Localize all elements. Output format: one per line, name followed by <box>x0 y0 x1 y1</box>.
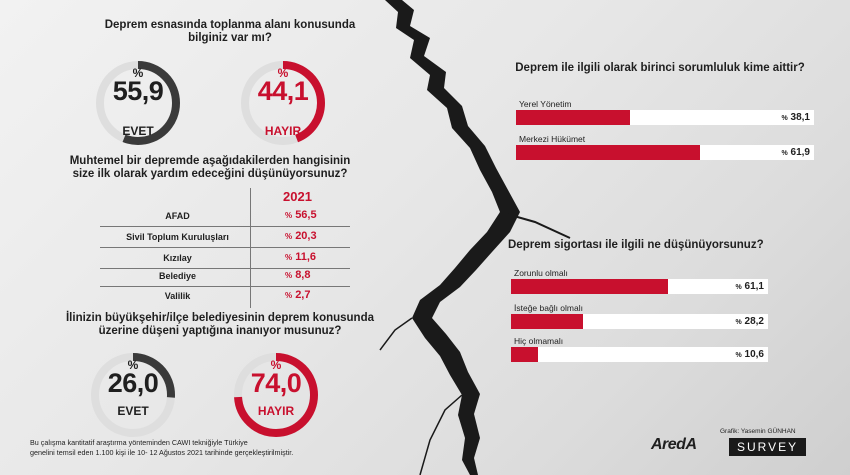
q5-bar-label: Zorunlu olmalı <box>514 268 568 278</box>
q1-hayir-arc <box>241 61 325 145</box>
q2-table-divider <box>250 188 251 308</box>
q3-evet-value: 26,0 <box>107 368 159 398</box>
q1-evet-value: 55,9 <box>112 76 164 106</box>
areda-survey-logo: AredA SURVEY <box>651 436 815 458</box>
q1-evet-arc <box>96 61 180 145</box>
q5-bar: % 10,6 <box>511 347 768 362</box>
footnote-line: genelini temsil eden 1.100 kişi ile 10- … <box>30 448 294 457</box>
q2-row-name: Valilik <box>164 291 191 301</box>
q2-row-value: % 2,7 <box>285 289 311 301</box>
table-row: Belediye % 8,8 <box>100 265 350 287</box>
q2-row-value: % 56,5 <box>285 209 317 221</box>
q5-bar-fill <box>511 279 669 294</box>
q1-hayir-unit: % <box>277 66 289 80</box>
q5-bar-value: % 10,6 <box>735 349 764 360</box>
q1-evet-label: EVET <box>122 124 154 138</box>
q5-bar-fill <box>511 314 584 329</box>
q5-bar-label: Hiç olmamalı <box>514 336 564 346</box>
q2-row-value: % 8,8 <box>285 269 311 281</box>
q3-hayir-value: 74,0 <box>250 368 302 398</box>
q4-bar-fill <box>516 145 701 160</box>
q3-evet-gauge: % 26,0 <box>86 348 180 442</box>
q5-bar-value: % 61,1 <box>735 281 764 292</box>
q5-bar-fill <box>511 347 539 362</box>
graphic-credit: Grafik: Yasemin GÜNHAN <box>720 428 796 435</box>
q1-evet-gauge: % 55,9 <box>91 56 185 150</box>
q3-evet-unit: % <box>127 358 139 372</box>
footnote-line: Bu çalışma kantitatif araştırma yöntemin… <box>30 438 248 447</box>
q2-title: Muhtemel bir depremde aşağıdakilerden ha… <box>69 155 351 180</box>
q3-hayir-gauge: % 74,0 <box>229 348 323 442</box>
q5-bar-label: İsteğe bağlı olmalı <box>514 303 583 313</box>
q1-hayir-label: HAYIR <box>264 124 302 138</box>
table-row: Kızılay % 11,6 <box>100 247 350 269</box>
q5-bar: % 61,1 <box>511 279 768 294</box>
q4-bar: % 38,1 <box>516 110 814 125</box>
table-row: AFAD % 56,5 <box>100 205 350 227</box>
q1-title: Deprem esnasında toplanma alanı konusund… <box>104 19 356 44</box>
q5-title: Deprem sigortası ile ilgili ne düşünüyor… <box>508 239 764 251</box>
q4-bar-value: % 38,1 <box>781 112 810 123</box>
q3-title: İlinizin büyükşehir/ilçe belediyesinin d… <box>65 312 375 337</box>
q2-row-name: Belediye <box>158 271 197 281</box>
q2-row-value: % 20,3 <box>285 230 317 242</box>
q4-bar: % 61,9 <box>516 145 814 160</box>
q3-evet-label: EVET <box>117 404 149 418</box>
q1-hayir-value: 44,1 <box>257 76 309 106</box>
q5-bar-value: % 28,2 <box>735 316 764 327</box>
q4-bar-value: % 61,9 <box>781 147 810 158</box>
q4-bar-label: Yerel Yönetim <box>519 99 572 109</box>
methodology-footnote: Bu çalışma kantitatif araştırma yöntemin… <box>30 438 293 458</box>
logo-suffix: SURVEY <box>729 438 807 456</box>
q4-title: Deprem ile ilgili olarak birinci sorumlu… <box>515 62 805 74</box>
q2-row-name: Sivil Toplum Kuruluşları <box>126 232 229 242</box>
q1-evet-unit: % <box>132 66 144 80</box>
q1-hayir-gauge: % 44,1 <box>236 56 330 150</box>
q4-bar-fill <box>516 110 630 125</box>
q2-row-value: % 11,6 <box>285 251 316 263</box>
table-row: Valilik % 2,7 <box>100 285 350 306</box>
q2-column-header: 2021 <box>283 189 312 204</box>
q3-evet-arc <box>91 353 175 437</box>
logo-brand: AredA <box>651 436 697 453</box>
q3-hayir-unit: % <box>270 358 282 372</box>
q4-bar-label: Merkezi Hükümet <box>519 134 586 144</box>
table-row: Sivil Toplum Kuruluşları % 20,3 <box>100 226 350 248</box>
q3-hayir-arc <box>234 353 318 437</box>
q2-row-name: AFAD <box>165 211 190 221</box>
q3-hayir-label: HAYIR <box>257 404 295 418</box>
q5-bar: % 28,2 <box>511 314 768 329</box>
q2-row-name: Kızılay <box>163 253 192 263</box>
